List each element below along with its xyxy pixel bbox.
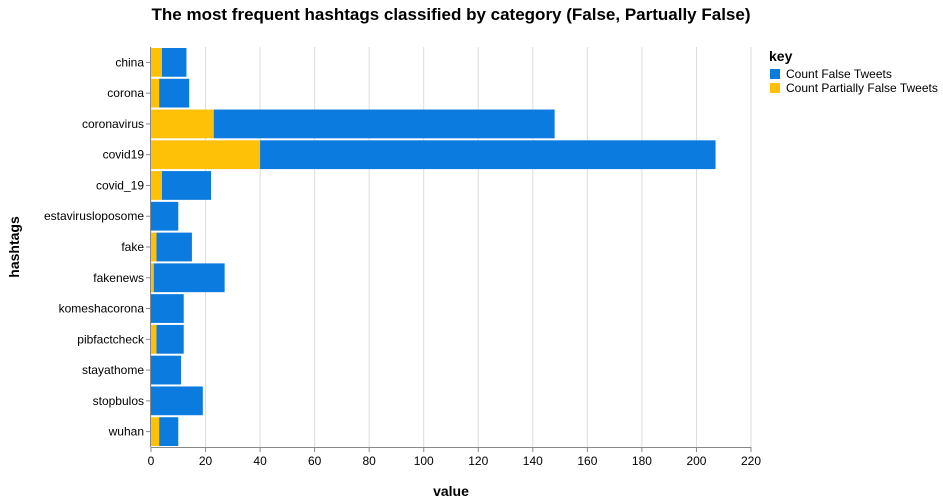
bar-covid_19-partially-false [151,171,162,200]
bar-pibfactcheck-partially-false [151,324,157,354]
legend-label: Count False Tweets [786,67,892,81]
y-tick-label: estavirusloposome [44,209,144,223]
y-tick-label: china [115,55,144,69]
y-tick-label: covid_19 [96,178,144,192]
bar-fake-partially-false [151,232,157,262]
y-axis: china corona coronavirus covid19 covid_19est… [44,47,151,447]
bar-corona-false [159,78,190,108]
bar-stopbulos-false [151,386,203,416]
x-axis-title: value [433,483,469,499]
y-tick-label: pibfactcheck [77,332,145,346]
x-tick-label: 140 [523,454,543,468]
chart-title: The most frequent hashtags classified by… [152,5,751,24]
bar-wuhan-partially-false [151,417,160,446]
y-tick-label: wuhan [108,425,144,439]
y-tick-label: corona [107,86,144,100]
y-tick-label: fakenews [93,271,144,285]
y-tick-label: coronavirus [82,117,144,131]
bar-estavirusloposome-false [151,201,179,231]
bars [151,48,716,446]
bar-covid19-false [260,140,716,170]
bar-china-false [161,48,187,77]
bar-fakenews-false [153,263,225,293]
y-axis-title: hashtags [6,216,22,278]
legend-swatch [770,69,780,79]
bar-coronavirus-partially-false [151,109,214,139]
bar-coronavirus-false [213,109,555,139]
bar-pibfactcheck-false [156,324,184,354]
bar-wuhan-false [159,417,179,446]
bar-komeshacorona-false [151,294,184,323]
y-tick-label: fake [121,240,144,254]
x-tick-label: 180 [632,454,652,468]
bar-fake-false [156,232,192,262]
bar-stayathome-false [151,355,181,385]
legend-label: Count Partially False Tweets [786,81,938,95]
x-tick-label: 220 [741,454,761,468]
legend-swatch [770,83,780,93]
x-tick-label: 200 [686,454,706,468]
y-tick-label: covid19 [103,148,145,162]
x-tick-label: 80 [363,454,377,468]
bar-china-partially-false [151,48,162,77]
legend-title: key [769,48,793,64]
bar-corona-partially-false [151,78,160,108]
x-tick-label: 40 [253,454,267,468]
x-tick-label: 100 [414,454,434,468]
y-tick-label: stopbulos [93,394,144,408]
x-tick-label: 120 [468,454,488,468]
bar-covid_19-false [161,171,211,200]
x-tick-label: 0 [148,454,155,468]
bar-covid19-partially-false [151,140,261,170]
bar-fakenews-partially-false [151,263,154,293]
y-tick-label: komeshacorona [59,302,145,316]
x-tick-label: 60 [308,454,322,468]
gridlines [150,47,752,447]
x-tick-label: 20 [199,454,213,468]
x-tick-label: 160 [577,454,597,468]
x-axis: 0 20 40 60 80 100 120 140 160 180 200 220 [148,447,761,468]
y-tick-label: stayathome [82,363,144,377]
